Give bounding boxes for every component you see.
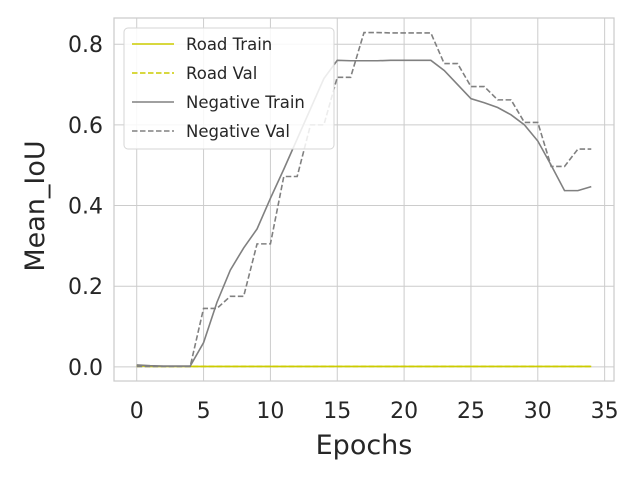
legend-box (123, 27, 335, 150)
y-tick-labels: 0.0 0.2 0.4 0.6 0.8 (68, 33, 103, 381)
legend-label: Negative Val (186, 122, 290, 141)
plot-frame (113, 17, 615, 382)
series-line-negative-val (136, 31, 592, 368)
x-tick-label: 25 (457, 399, 485, 424)
x-tick-label: 35 (591, 399, 619, 424)
x-tick-label: 20 (390, 399, 418, 424)
x-tick-label: 0 (130, 399, 144, 424)
legend-label: Road Val (186, 64, 257, 83)
y-tick-label: 0.8 (68, 33, 103, 58)
x-tick-label: 30 (524, 399, 552, 424)
series-line-negative-train (136, 59, 592, 367)
y-tick-label: 0.0 (68, 356, 103, 381)
series-layer (136, 31, 592, 368)
x-tick-label: 5 (197, 399, 211, 424)
legend-label: Road Train (186, 35, 272, 54)
x-axis-label: Epochs (316, 430, 413, 461)
x-tick-label: 10 (256, 399, 284, 424)
y-tick-label: 0.6 (68, 114, 103, 139)
legend-label: Negative Train (186, 93, 305, 112)
x-tick-labels: 0 5 10 15 20 25 30 35 (130, 399, 619, 424)
legend: Road Train Road Val Negative Train Negative… (123, 27, 335, 150)
y-tick-label: 0.4 (68, 195, 103, 220)
y-axis-label: Mean_IoU (20, 140, 51, 271)
x-tick-label: 15 (323, 399, 351, 424)
y-tick-label: 0.2 (68, 275, 103, 300)
